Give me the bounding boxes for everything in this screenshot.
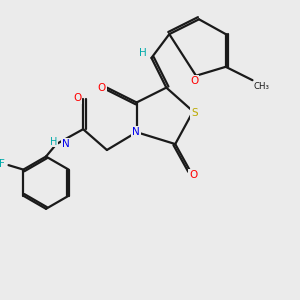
Text: H: H: [50, 137, 57, 147]
Text: N: N: [132, 127, 140, 137]
Text: O: O: [98, 82, 106, 93]
Text: S: S: [191, 108, 198, 118]
Text: O: O: [190, 76, 199, 86]
Text: F: F: [0, 159, 5, 169]
Text: O: O: [73, 93, 81, 103]
Text: N: N: [62, 139, 70, 149]
Text: H: H: [139, 48, 147, 58]
Text: CH₃: CH₃: [254, 82, 270, 91]
Text: O: O: [189, 170, 197, 180]
